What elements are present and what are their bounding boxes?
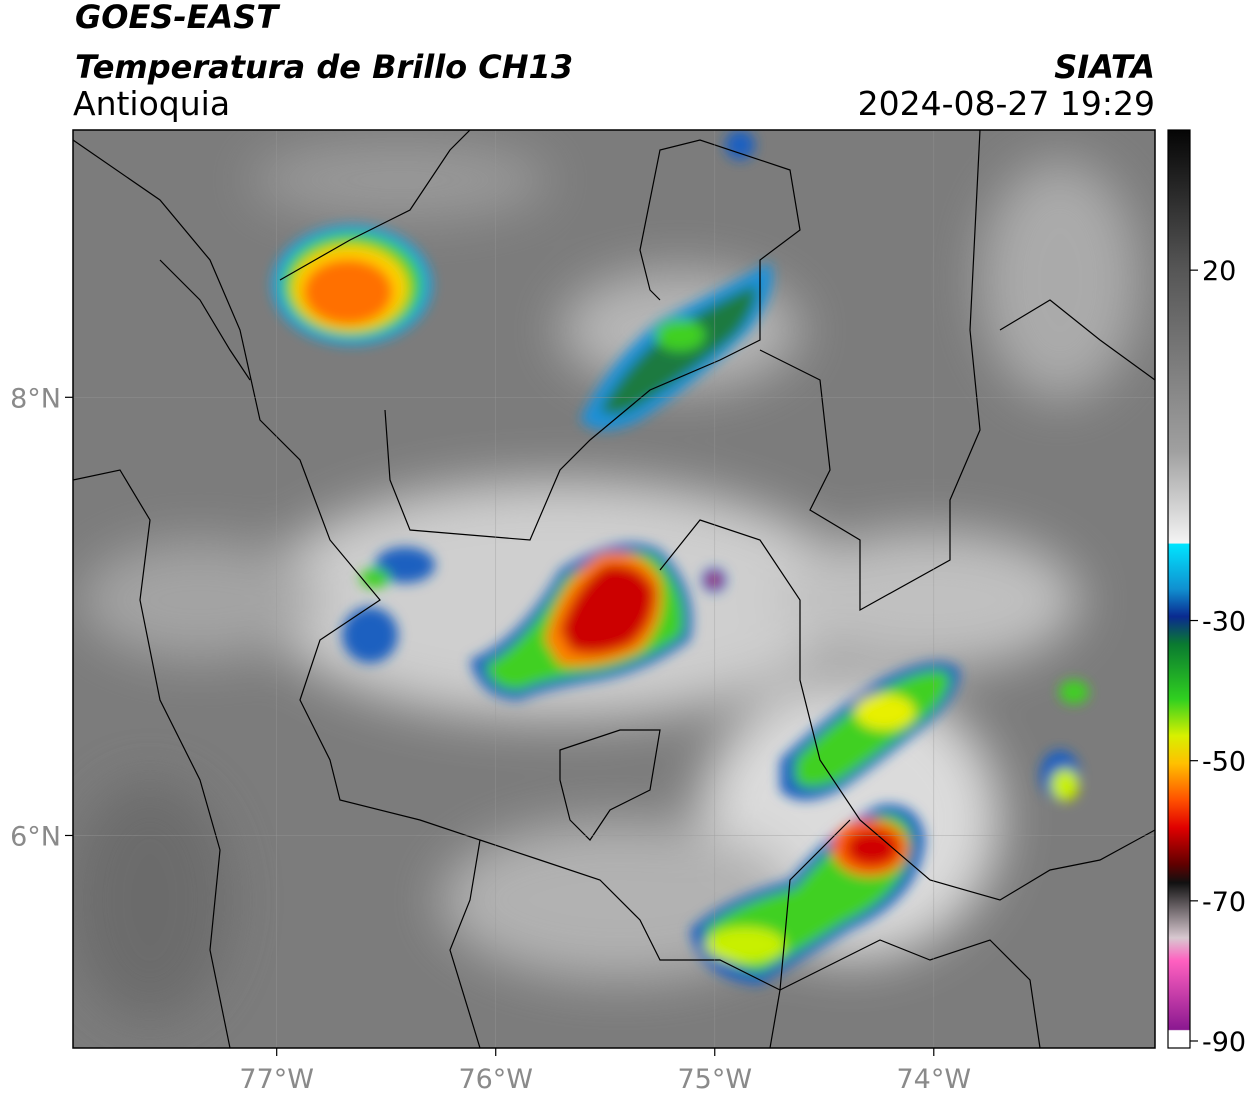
x-tick-label: 75°W bbox=[677, 1064, 752, 1095]
colorbar-tick-label: -90 bbox=[1202, 1027, 1246, 1058]
x-tick-label: 74°W bbox=[897, 1064, 972, 1095]
subtitle: Temperatura de Brillo CH13 bbox=[75, 48, 573, 86]
x-tick-label: 76°W bbox=[458, 1064, 533, 1095]
region: Antioquia bbox=[73, 84, 230, 123]
borders bbox=[73, 130, 1155, 1048]
map-frame bbox=[72, 129, 1156, 1049]
source: SIATA bbox=[1054, 48, 1155, 86]
satellite-image bbox=[73, 130, 1155, 1048]
colorbar-tick-label: -50 bbox=[1202, 747, 1246, 778]
y-tick-label: 6°N bbox=[10, 821, 61, 852]
timestamp: 2024-08-27 19:29 bbox=[858, 84, 1155, 123]
y-tick-label: 8°N bbox=[10, 383, 61, 414]
colorbar-tick-label: -30 bbox=[1202, 607, 1246, 638]
grid bbox=[73, 130, 1155, 1048]
x-tick-label: 77°W bbox=[239, 1064, 314, 1095]
colorbar-tick-label: 20 bbox=[1202, 256, 1236, 287]
colorbar-tick-label: -70 bbox=[1202, 887, 1246, 918]
title: GOES-EAST bbox=[75, 0, 280, 36]
colorbar bbox=[1167, 129, 1191, 1049]
